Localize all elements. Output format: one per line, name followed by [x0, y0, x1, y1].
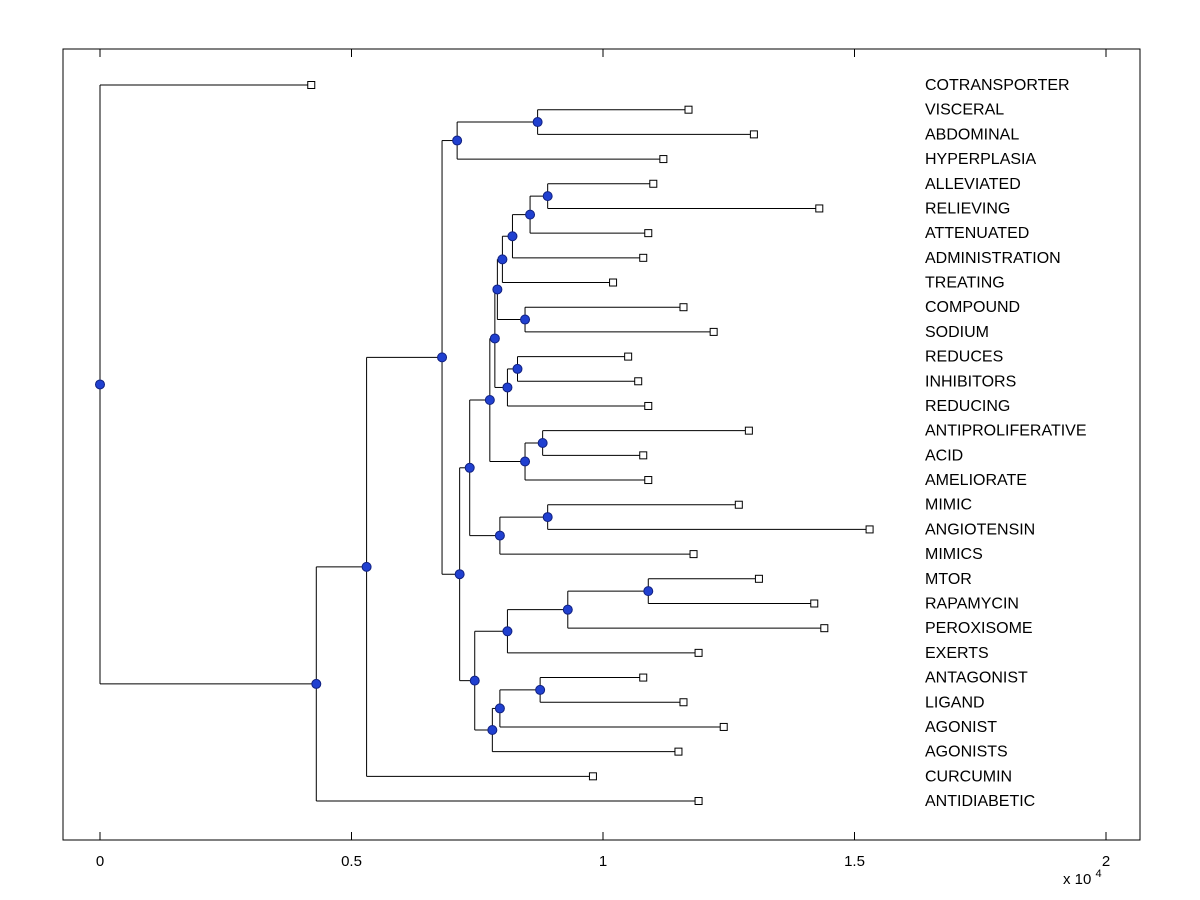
- leaf-marker: [734, 500, 743, 509]
- branch-node-marker: [452, 135, 463, 146]
- x-tick-label: 0: [96, 853, 104, 870]
- branch-node-marker: [532, 117, 543, 128]
- axes-box: [62, 48, 1141, 841]
- leaf-marker: [679, 698, 688, 707]
- leaf-label: EXERTS: [925, 645, 989, 662]
- leaf-marker: [307, 81, 316, 89]
- leaf-marker: [679, 303, 688, 312]
- leaf-marker: [694, 648, 703, 657]
- leaf-marker: [744, 426, 753, 435]
- leaf-marker: [609, 278, 618, 287]
- leaf-marker: [644, 476, 653, 485]
- leaf-marker: [709, 327, 718, 336]
- leaf-label: REDUCES: [925, 349, 1003, 366]
- leaf-marker: [644, 229, 653, 238]
- leaf-label: PEROXISOME: [925, 620, 1033, 637]
- leaf-label: ACID: [925, 447, 963, 464]
- leaf-label: AGONISTS: [925, 744, 1008, 761]
- branch-node-marker: [484, 394, 495, 405]
- leaf-marker: [810, 599, 819, 608]
- leaf-label: MIMICS: [925, 546, 983, 563]
- leaf-label: REDUCING: [925, 398, 1010, 415]
- leaf-marker: [719, 722, 728, 731]
- branch-node-marker: [489, 333, 500, 344]
- branch-node-marker: [520, 456, 531, 467]
- branch-node-marker: [492, 284, 503, 295]
- leaf-label: COMPOUND: [925, 299, 1020, 316]
- leaf-label: ATTENUATED: [925, 225, 1029, 242]
- branch-node-marker: [469, 675, 480, 686]
- leaf-marker: [674, 747, 683, 756]
- leaf-marker: [749, 130, 758, 139]
- branch-node-marker: [497, 254, 508, 265]
- leaf-label: ANTIPROLIFERATIVE: [925, 423, 1087, 440]
- branch-node-marker: [502, 382, 513, 393]
- leaf-marker: [639, 253, 648, 262]
- branch-node-marker: [502, 626, 513, 637]
- leaf-label: ANTAGONIST: [925, 670, 1028, 687]
- leaf-label: SODIUM: [925, 324, 989, 341]
- branch-node-marker: [507, 231, 518, 242]
- leaf-label: TREATING: [925, 275, 1005, 292]
- leaf-label: COTRANSPORTER: [925, 77, 1070, 94]
- leaf-marker: [754, 574, 763, 583]
- branch-node-marker: [562, 604, 573, 615]
- leaf-marker: [624, 352, 633, 361]
- leaf-marker: [639, 673, 648, 682]
- branch-node-marker: [512, 363, 523, 374]
- x-tick-label: 2: [1102, 853, 1110, 870]
- leaf-label: CURCUMIN: [925, 768, 1012, 785]
- leaf-marker: [815, 204, 824, 213]
- leaf-label: MIMIC: [925, 497, 972, 514]
- x-tick-label: 0.5: [341, 853, 362, 870]
- branch-node-marker: [535, 684, 546, 695]
- branch-node-marker: [537, 438, 548, 449]
- leaf-marker: [644, 401, 653, 410]
- leaf-marker: [649, 179, 658, 188]
- leaf-label: VISCERAL: [925, 102, 1004, 119]
- leaf-label: AGONIST: [925, 719, 997, 736]
- x-tick-label: 1.5: [844, 853, 865, 870]
- branch-node-marker: [520, 314, 531, 325]
- leaf-marker: [684, 105, 693, 114]
- branch-node-marker: [311, 678, 322, 689]
- leaf-marker: [634, 377, 643, 386]
- leaf-marker: [865, 525, 874, 534]
- leaf-marker: [639, 451, 648, 460]
- leaf-marker: [689, 550, 698, 559]
- branch-node-marker: [361, 561, 372, 572]
- leaf-label: RELIEVING: [925, 200, 1010, 217]
- leaf-label: LIGAND: [925, 694, 985, 711]
- branch-node-marker: [542, 512, 553, 523]
- leaf-marker: [588, 772, 597, 781]
- axis-exponent-label: x 10 4: [1063, 868, 1102, 888]
- leaf-marker: [820, 624, 829, 633]
- branch-node-marker: [464, 462, 475, 473]
- x-tick-label: 1: [599, 853, 607, 870]
- leaf-label: RAPAMYCIN: [925, 595, 1019, 612]
- leaf-label: MTOR: [925, 571, 972, 588]
- branch-node-marker: [487, 725, 498, 736]
- leaf-marker: [694, 797, 703, 806]
- leaf-label: ALLEVIATED: [925, 176, 1021, 193]
- leaf-label: AMELIORATE: [925, 472, 1027, 489]
- leaf-label: ANGIOTENSIN: [925, 521, 1035, 538]
- branch-node-marker: [525, 209, 536, 220]
- branch-node-marker: [454, 569, 465, 580]
- leaf-marker: [659, 155, 668, 164]
- branch-node-marker: [643, 586, 654, 597]
- branch-node-marker: [95, 379, 105, 390]
- branch-node-marker: [494, 703, 505, 714]
- branch-node-marker: [494, 530, 505, 541]
- leaf-label: ADMINISTRATION: [925, 250, 1061, 267]
- leaf-label: INHIBITORS: [925, 373, 1016, 390]
- leaf-label: ABDOMINAL: [925, 126, 1019, 143]
- branch-node-marker: [437, 352, 448, 363]
- leaf-label: HYPERPLASIA: [925, 151, 1036, 168]
- branch-node-marker: [542, 191, 553, 202]
- leaf-label: ANTIDIABETIC: [925, 793, 1035, 810]
